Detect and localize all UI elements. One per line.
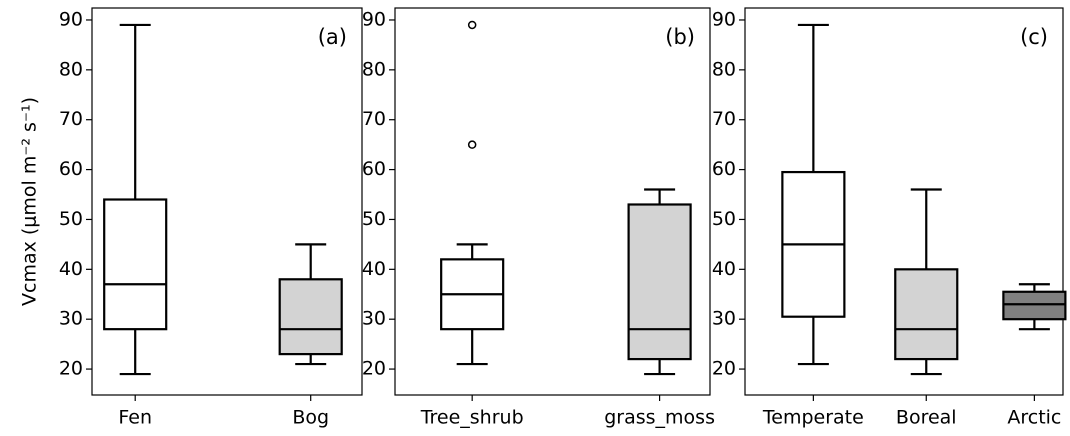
y-tick-label: 20 [59, 358, 83, 380]
y-axis-label: Vcmax (μmol m⁻² s⁻¹) [19, 97, 41, 306]
axes-frame [744, 7, 1064, 396]
panel-label: (a) [318, 25, 347, 49]
outlier [467, 140, 477, 149]
box [894, 268, 959, 361]
x-tick-label: Temperate [762, 407, 864, 429]
y-tick-label: 80 [712, 58, 736, 80]
axes-frame [91, 7, 363, 396]
y-tick-label: 70 [712, 108, 736, 130]
x-tick-label: Boreal [896, 407, 957, 429]
y-tick-label: 40 [712, 258, 736, 280]
panel-label: (b) [665, 25, 695, 49]
box [103, 198, 168, 331]
y-tick-label: 70 [362, 108, 386, 130]
y-tick-label: 30 [362, 308, 386, 330]
y-tick-label: 20 [712, 358, 736, 380]
x-tick-label: Fen [118, 407, 152, 429]
y-tick-label: 70 [59, 108, 83, 130]
y-tick-label: 60 [59, 158, 83, 180]
y-tick-label: 60 [362, 158, 386, 180]
x-tick-label: Tree_shrub [420, 407, 524, 429]
x-tick-label: Arctic [1007, 407, 1061, 429]
y-tick-label: 50 [362, 208, 386, 230]
y-tick-label: 80 [362, 58, 386, 80]
y-tick-label: 50 [712, 208, 736, 230]
y-tick-label: 30 [712, 308, 736, 330]
y-tick-label: 60 [712, 158, 736, 180]
axes-frame [394, 7, 711, 396]
y-tick-label: 90 [362, 8, 386, 30]
box [278, 278, 343, 356]
x-tick-label: Bog [292, 407, 329, 429]
outlier [467, 20, 477, 30]
y-tick-label: 50 [59, 208, 83, 230]
y-tick-label: 80 [59, 58, 83, 80]
box [1002, 290, 1067, 321]
panel-label: (c) [1020, 25, 1048, 49]
y-tick-label: 40 [362, 258, 386, 280]
y-tick-label: 20 [362, 358, 386, 380]
y-tick-label: 30 [59, 308, 83, 330]
y-tick-label: 40 [59, 258, 83, 280]
y-tick-label: 90 [59, 8, 83, 30]
x-tick-label: grass_moss [604, 407, 715, 429]
box [627, 203, 692, 361]
y-tick-label: 90 [712, 8, 736, 30]
